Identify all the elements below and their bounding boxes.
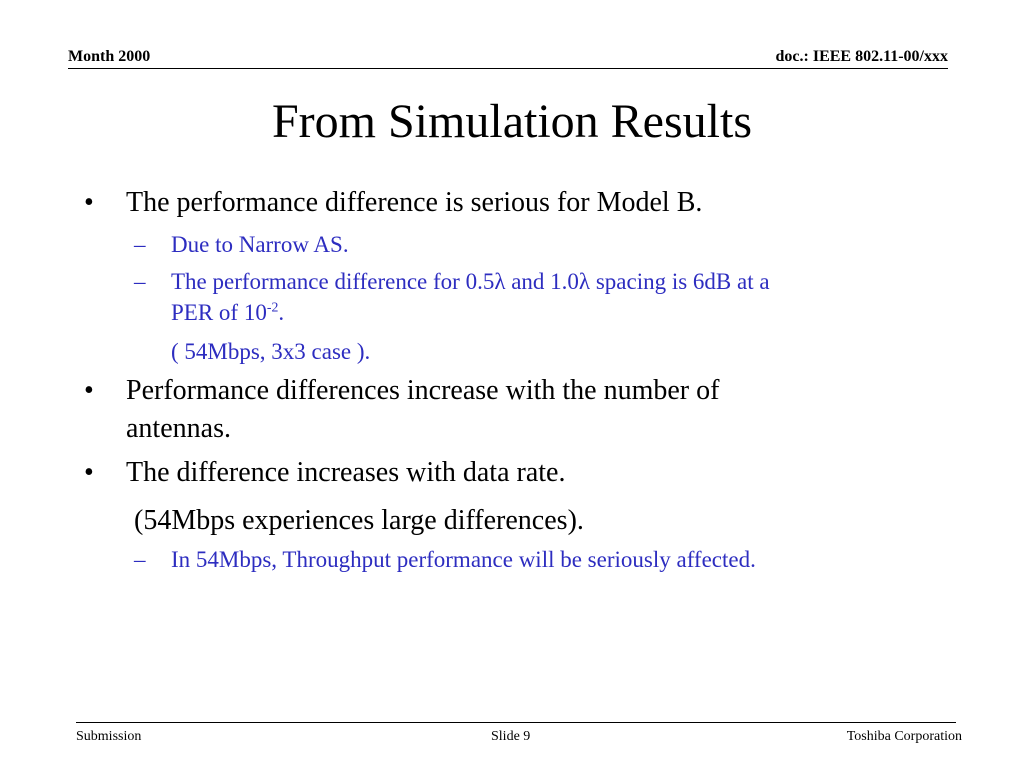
dash-icon: – bbox=[134, 547, 146, 572]
header-rule bbox=[68, 68, 948, 69]
bullet-2-line-1: Performance differences increase with th… bbox=[126, 375, 720, 406]
footer-rule bbox=[76, 722, 956, 723]
footer-organization: Toshiba Corporation bbox=[846, 729, 962, 744]
header-date: Month 2000 bbox=[68, 48, 151, 65]
bullet-3-sub-1-text: In 54Mbps, Throughput performance will b… bbox=[171, 547, 756, 572]
slide-title: From Simulation Results bbox=[271, 95, 753, 148]
bullet-1-sub-2-line-1: The performance difference for 0.5λ and … bbox=[171, 269, 770, 294]
bullet-1-text: The performance difference is serious fo… bbox=[126, 187, 703, 218]
bullet-dot-icon: • bbox=[84, 375, 94, 406]
bullet-3-text: The difference increases with data rate. bbox=[126, 457, 566, 488]
per-prefix: PER of 10 bbox=[171, 300, 267, 325]
header-doc-id: doc.: IEEE 802.11-00/xxx bbox=[775, 48, 948, 65]
bullet-dot-icon: • bbox=[84, 457, 94, 488]
bullet-1-sub-2-line-2: PER of 10-2. bbox=[171, 297, 284, 328]
dash-icon: – bbox=[134, 232, 146, 257]
per-exponent: -2 bbox=[266, 299, 279, 315]
dash-icon: – bbox=[134, 269, 146, 294]
bullet-dot-icon: • bbox=[84, 187, 94, 218]
footer-submission: Submission bbox=[76, 729, 142, 744]
bullet-1-sub-2-continuation: ( 54Mbps, 3x3 case ). bbox=[171, 339, 371, 364]
bullet-1-sub-1-text: Due to Narrow AS. bbox=[171, 232, 349, 257]
per-suffix: . bbox=[278, 300, 285, 325]
bullet-3-continuation: (54Mbps experiences large differences). bbox=[134, 505, 584, 536]
bullet-2-line-2: antennas. bbox=[126, 413, 231, 444]
footer-slide-number: Slide 9 bbox=[491, 729, 531, 744]
